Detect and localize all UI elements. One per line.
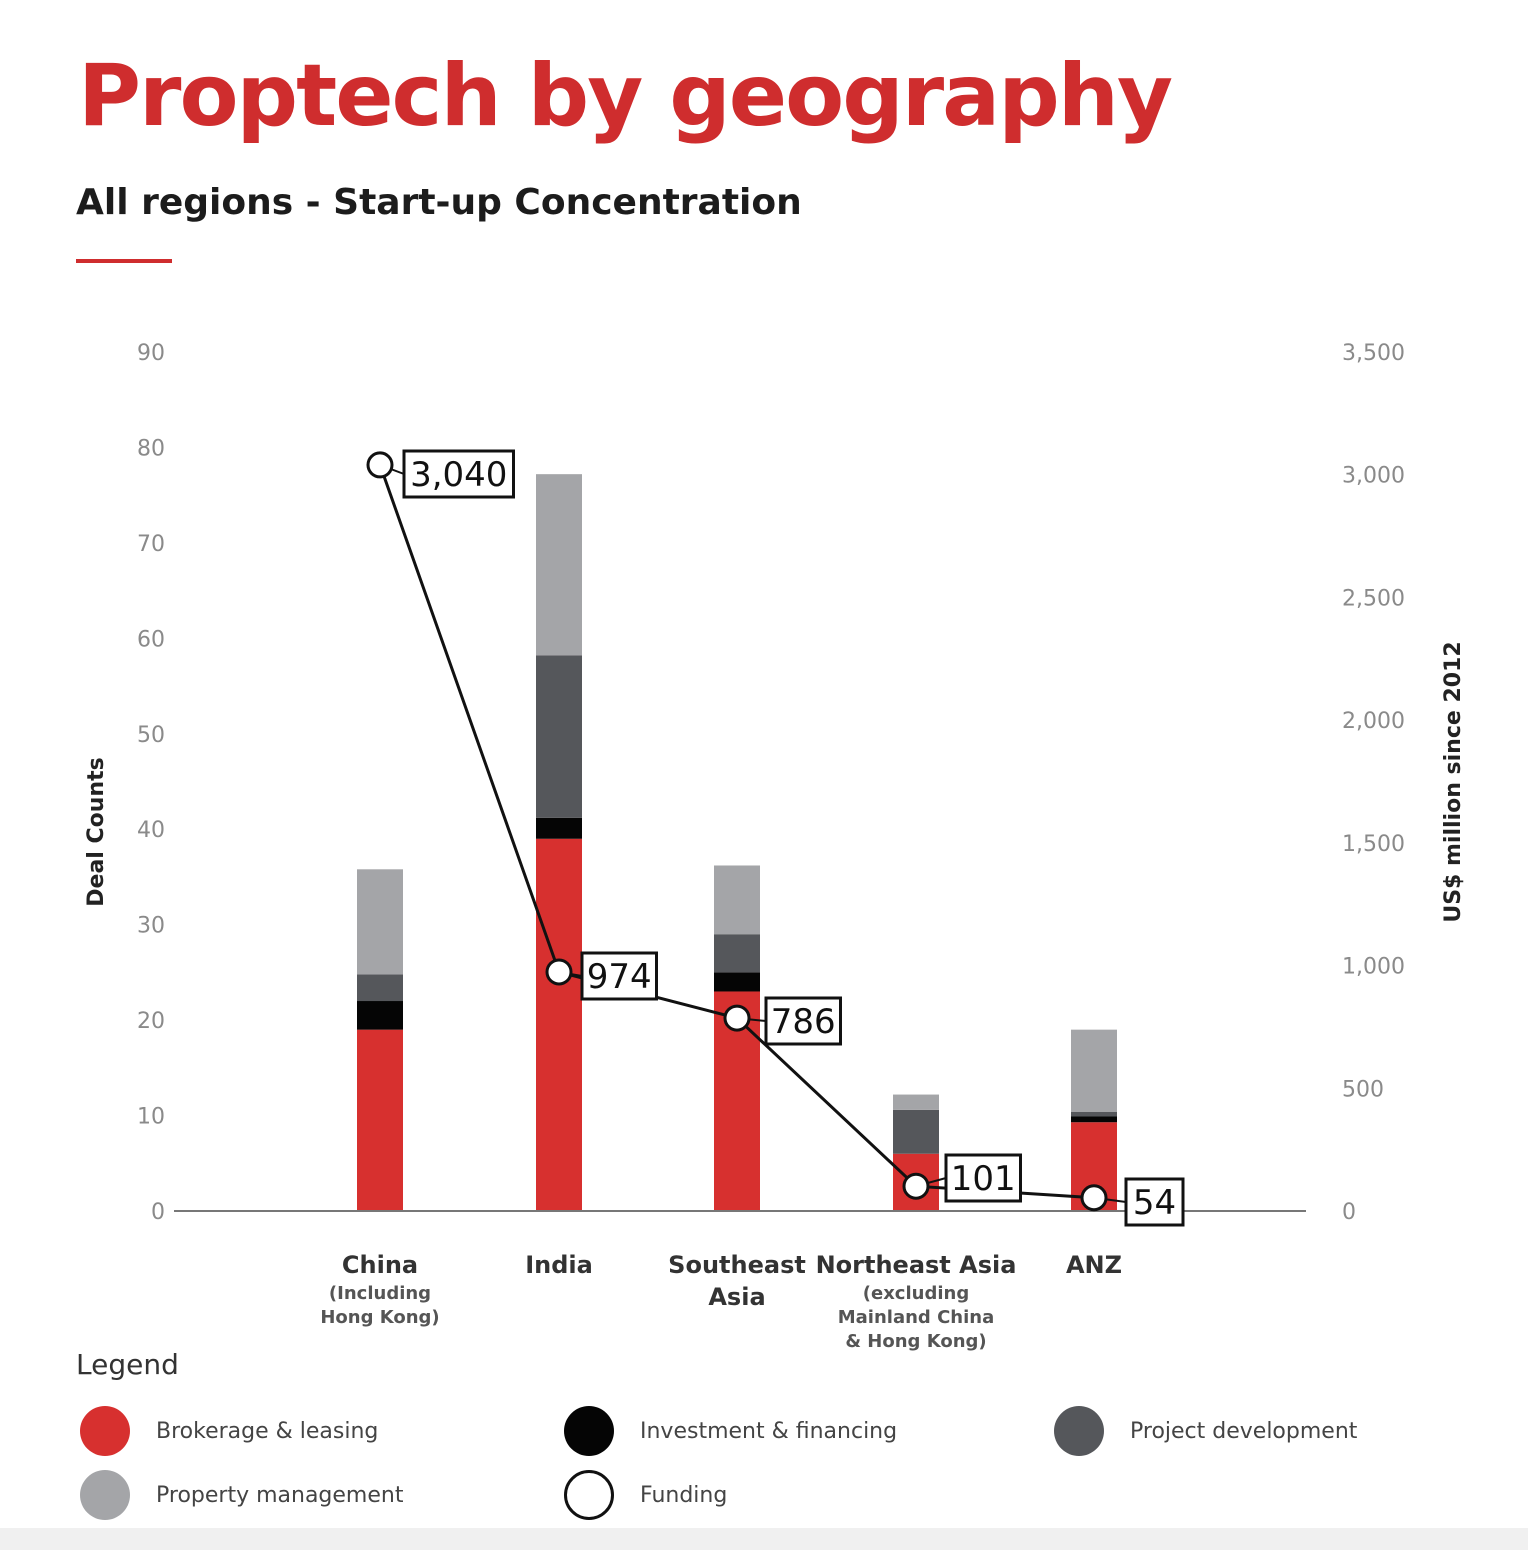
left-axis-tick-label: 60 (137, 627, 165, 652)
category-label: ANZ (1066, 1251, 1122, 1279)
funding-value-box (1124, 1177, 1185, 1227)
right-axis-tick-label: 2,500 (1342, 586, 1405, 611)
bar-segment-investment (714, 972, 760, 992)
right-axis-tick-label: 2,000 (1342, 709, 1405, 734)
left-axis-tick-label: 70 (137, 532, 165, 557)
bar-segment-project (536, 655, 582, 818)
funding-point (723, 1004, 751, 1032)
left-axis-tick-label: 0 (151, 1200, 165, 1225)
chart-subtitle: All regions - Start-up Concentration (76, 182, 802, 223)
funding-value-label: 974 (587, 957, 652, 997)
funding-point (1080, 1184, 1108, 1212)
legend-label-funding: Funding (640, 1482, 728, 1508)
category-sublabel: Mainland China (838, 1307, 994, 1328)
right-axis-tick-label: 3,000 (1342, 464, 1405, 489)
legend-swatch-property (80, 1470, 130, 1520)
category-label: India (525, 1251, 593, 1279)
funding-value-label: 101 (951, 1159, 1016, 1199)
left-axis-title: Deal Counts (84, 757, 109, 906)
funding-value-label: 786 (771, 1002, 836, 1042)
bar-segment-brokerage (357, 1029, 403, 1211)
category-sublabel: (excluding (863, 1283, 969, 1304)
legend-swatch-brokerage (80, 1406, 130, 1456)
bar-segment-project (714, 934, 760, 973)
right-axis-tick-label: 500 (1342, 1077, 1384, 1102)
legend-label-investment: Investment & financing (640, 1418, 898, 1444)
funding-value-label: 3,040 (410, 455, 507, 495)
bar-segment-project (893, 1109, 939, 1154)
category-label: China (342, 1251, 418, 1279)
bar-segment-property (714, 865, 760, 935)
right-axis-tick-label: 1,500 (1342, 832, 1405, 857)
right-axis-tick-label: 0 (1342, 1200, 1356, 1225)
proptech-chart: 0 10 20 30 40 50 60 70 80 90 0 500 1,000 1,500 2,000 2,… (84, 341, 1466, 1352)
legend-swatch-funding (564, 1470, 614, 1520)
legend-label-project: Project development (1130, 1418, 1358, 1444)
right-axis-tick-label: 1,000 (1342, 955, 1405, 980)
legend-item-brokerage: Brokerage & leasing (80, 1406, 378, 1456)
left-axis-tick-label: 10 (137, 1105, 165, 1130)
category-sublabel: Hong Kong) (320, 1307, 439, 1328)
funding-value-label: 54 (1133, 1183, 1176, 1223)
funding-point (902, 1172, 930, 1200)
left-axis-tick-label: 50 (137, 723, 165, 748)
legend-item-project: Project development (1054, 1406, 1357, 1456)
bar-segment-investment (357, 1001, 403, 1030)
funding-value-box (402, 449, 515, 499)
bar-segment-project (1071, 1111, 1117, 1117)
bar-segment-property (893, 1094, 939, 1110)
footer-band (0, 1528, 1528, 1550)
category-sublabel: (Including (329, 1283, 431, 1304)
legend-item-investment: Investment & financing (564, 1406, 897, 1456)
legend-label-brokerage: Brokerage & leasing (156, 1418, 379, 1444)
bar-segment-brokerage (536, 838, 582, 1211)
bar-segment-property (357, 869, 403, 975)
bar-segment-investment (536, 817, 582, 839)
category-label: Northeast Asia (816, 1251, 1017, 1279)
right-axis-tick-label: 3,500 (1342, 341, 1405, 366)
left-axis-tick-label: 30 (137, 914, 165, 939)
bar-segment-investment (1071, 1116, 1117, 1123)
left-axis-tick-label: 40 (137, 818, 165, 843)
legend-item-funding: Funding (564, 1470, 727, 1520)
funding-value-box (764, 996, 842, 1046)
bar-segment-property (536, 474, 582, 656)
funding-point (366, 451, 394, 479)
funding-value-box (944, 1153, 1022, 1203)
category-sublabel: & Hong Kong) (845, 1331, 986, 1352)
legend-swatch-investment (564, 1406, 614, 1456)
funding-value-box (580, 951, 658, 1001)
category-label: Asia (708, 1283, 765, 1311)
category-label: Southeast (668, 1251, 806, 1279)
funding-point (545, 958, 573, 986)
bar-segment-project (357, 974, 403, 1002)
legend-label-property: Property management (156, 1482, 404, 1508)
legend-title: Legend (76, 1348, 179, 1381)
left-axis-tick-label: 20 (137, 1009, 165, 1034)
left-axis-tick-label: 80 (137, 436, 165, 461)
bar-segment-property (1071, 1029, 1117, 1112)
title-underline (76, 259, 172, 263)
legend-swatch-project (1054, 1406, 1104, 1456)
left-axis-tick-label: 90 (137, 341, 165, 366)
chart-title: Proptech by geography (78, 46, 1173, 146)
right-axis-title: US$ million since 2012 (1441, 641, 1466, 922)
legend-item-property: Property management (80, 1470, 403, 1520)
